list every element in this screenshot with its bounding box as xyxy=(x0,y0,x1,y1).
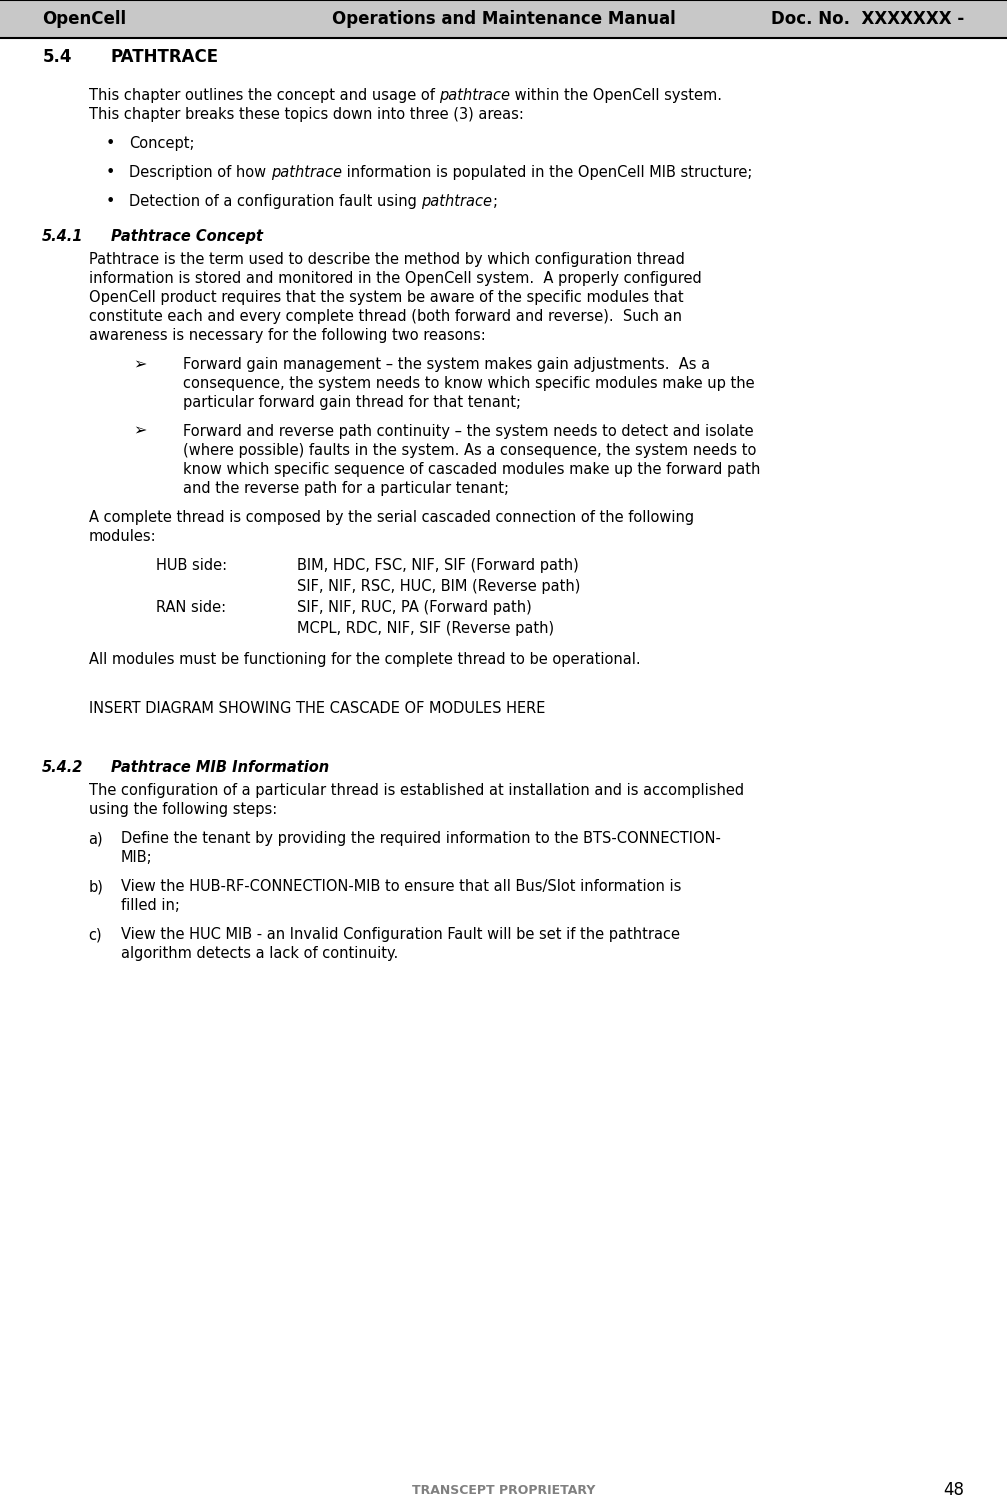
Text: MCPL, RDC, NIF, SIF (Reverse path): MCPL, RDC, NIF, SIF (Reverse path) xyxy=(297,621,554,636)
Text: consequence, the system needs to know which specific modules make up the: consequence, the system needs to know wh… xyxy=(183,376,755,391)
Text: a): a) xyxy=(89,831,104,846)
Text: A complete thread is composed by the serial cascaded connection of the following: A complete thread is composed by the ser… xyxy=(89,510,694,525)
Text: MIB;: MIB; xyxy=(121,850,152,865)
Text: BIM, HDC, FSC, NIF, SIF (Forward path): BIM, HDC, FSC, NIF, SIF (Forward path) xyxy=(297,559,579,572)
Text: c): c) xyxy=(89,927,103,942)
Text: All modules must be functioning for the complete thread to be operational.: All modules must be functioning for the … xyxy=(89,652,640,667)
Text: Pathtrace MIB Information: Pathtrace MIB Information xyxy=(111,760,329,775)
Text: b): b) xyxy=(89,879,104,894)
Text: algorithm detects a lack of continuity.: algorithm detects a lack of continuity. xyxy=(121,945,398,960)
Text: Concept;: Concept; xyxy=(129,136,194,151)
Text: constitute each and every complete thread (both forward and reverse).  Such an: constitute each and every complete threa… xyxy=(89,310,682,325)
Text: OpenCell product requires that the system be aware of the specific modules that: OpenCell product requires that the syste… xyxy=(89,290,683,305)
Text: information is stored and monitored in the OpenCell system.  A properly configur: information is stored and monitored in t… xyxy=(89,270,701,285)
Text: particular forward gain thread for that tenant;: particular forward gain thread for that … xyxy=(183,396,522,411)
Text: OpenCell: OpenCell xyxy=(42,11,127,29)
Text: HUB side:: HUB side: xyxy=(156,559,228,572)
Text: INSERT DIAGRAM SHOWING THE CASCADE OF MODULES HERE: INSERT DIAGRAM SHOWING THE CASCADE OF MO… xyxy=(89,701,545,716)
Text: •: • xyxy=(106,165,115,180)
Text: Detection of a configuratio: Detection of a configuratio xyxy=(129,193,325,208)
Text: View the HUC MIB - an Invalid Configuration Fault will be set if the pathtrace: View the HUC MIB - an Invalid Configurat… xyxy=(121,927,680,942)
Text: SIF, NIF, RSC, HUC, BIM (Reverse path): SIF, NIF, RSC, HUC, BIM (Reverse path) xyxy=(297,578,580,593)
Text: Doc. No.  XXXXXXX -: Doc. No. XXXXXXX - xyxy=(771,11,965,29)
Text: Pathtrace Concept: Pathtrace Concept xyxy=(111,230,263,245)
Text: modules:: modules: xyxy=(89,528,156,544)
Text: This chapter outlines the concept and usage of: This chapter outlines the concept and us… xyxy=(89,88,439,103)
Text: ;: ; xyxy=(492,193,497,208)
Text: Pathtrace is the term used to describe the method by which configuration thread: Pathtrace is the term used to describe t… xyxy=(89,252,685,267)
Text: Operations and Maintenance Manual: Operations and Maintenance Manual xyxy=(331,11,676,29)
Text: Define the tenant by providing the required information to the BTS-CONNECTION-: Define the tenant by providing the requi… xyxy=(121,831,721,846)
Text: •: • xyxy=(106,136,115,151)
Text: Forward gain management – the system makes gain adjustments.  As a: Forward gain management – the system mak… xyxy=(183,356,710,371)
Text: within the OpenCell system.: within the OpenCell system. xyxy=(511,88,722,103)
Text: This chapter breaks these topics down into three (3) areas:: This chapter breaks these topics down in… xyxy=(89,107,524,122)
Text: know which specific sequence of cascaded modules make up the forward path: know which specific sequence of cascaded… xyxy=(183,462,760,477)
Text: filled in;: filled in; xyxy=(121,898,179,914)
Text: information is populated in the OpenCell MIB structure;: information is populated in the OpenCell… xyxy=(341,165,752,180)
Text: 5.4.1: 5.4.1 xyxy=(42,230,84,245)
Text: 5.4.2: 5.4.2 xyxy=(42,760,84,775)
Text: (where possible) faults in the system. As a consequence, the system needs to: (where possible) faults in the system. A… xyxy=(183,442,756,458)
Text: ➢: ➢ xyxy=(133,356,146,371)
Text: and the reverse path for a particular tenant;: and the reverse path for a particular te… xyxy=(183,482,510,495)
Bar xyxy=(0,0,1007,38)
Text: •: • xyxy=(106,193,115,208)
Text: PATHTRACE: PATHTRACE xyxy=(111,48,219,66)
Text: TRANSCEPT PROPRIETARY: TRANSCEPT PROPRIETARY xyxy=(412,1483,595,1496)
Text: 48: 48 xyxy=(944,1481,965,1499)
Text: SIF, NIF, RUC, PA (Forward path): SIF, NIF, RUC, PA (Forward path) xyxy=(297,599,532,615)
Text: n fault using: n fault using xyxy=(325,193,421,208)
Text: View the HUB-RF-CONNECTION-MIB to ensure that all Bus/Slot information is: View the HUB-RF-CONNECTION-MIB to ensure… xyxy=(121,879,681,894)
Text: awareness is necessary for the following two reasons:: awareness is necessary for the following… xyxy=(89,328,485,343)
Text: pathtrace: pathtrace xyxy=(271,165,341,180)
Text: Forward and reverse path continuity – the system needs to detect and isolate: Forward and reverse path continuity – th… xyxy=(183,424,754,439)
Text: pathtrace: pathtrace xyxy=(439,88,511,103)
Text: Description of how: Description of how xyxy=(129,165,271,180)
Text: ➢: ➢ xyxy=(133,424,146,439)
Text: using the following steps:: using the following steps: xyxy=(89,802,277,817)
Text: The configuration of a particular thread is established at installation and is a: The configuration of a particular thread… xyxy=(89,784,744,797)
Text: 5.4: 5.4 xyxy=(42,48,71,66)
Text: RAN side:: RAN side: xyxy=(156,599,227,615)
Text: pathtrace: pathtrace xyxy=(421,193,492,208)
